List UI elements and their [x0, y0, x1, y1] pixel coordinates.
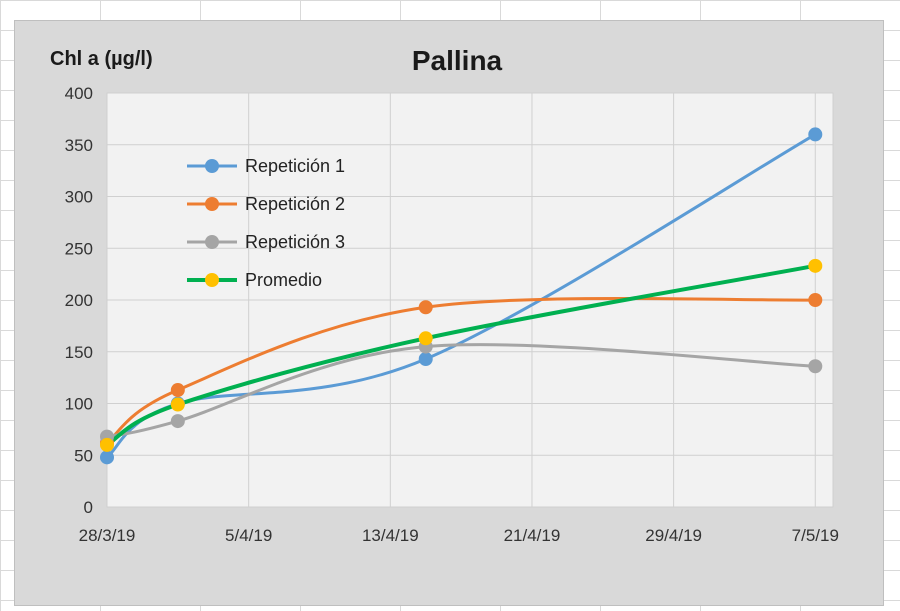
x-tick-label: 21/4/19 — [504, 526, 561, 545]
series-line-4 — [105, 263, 816, 447]
data-point-series-2[interactable] — [808, 293, 823, 307]
data-point-series-1[interactable] — [100, 450, 114, 465]
legend[interactable]: Repetición 1 Repetición 2 Repetición 3 Prom… — [187, 156, 345, 290]
legend-label-4: Promedio — [245, 270, 322, 290]
x-tick-label: 5/4/19 — [225, 526, 272, 545]
y-tick-label: 250 — [65, 239, 93, 258]
x-tick-label: 29/4/19 — [645, 526, 702, 545]
data-point-series-3[interactable] — [170, 414, 185, 429]
legend-marker-4 — [205, 273, 219, 287]
legend-marker-2 — [205, 197, 219, 211]
x-tick-label: 7/5/19 — [792, 526, 839, 545]
data-point-series-4[interactable] — [808, 258, 823, 273]
y-tick-label: 0 — [84, 498, 93, 517]
y-tick-label: 150 — [65, 343, 93, 362]
legend-label-2: Repetición 2 — [245, 194, 345, 214]
y-tick-label: 350 — [65, 136, 93, 155]
y-tick-label: 100 — [65, 395, 93, 414]
data-point-series-4[interactable] — [418, 331, 433, 346]
legend-label-1: Repetición 1 — [245, 156, 345, 176]
data-point-series-1[interactable] — [418, 351, 433, 366]
data-point-series-4[interactable] — [170, 397, 185, 412]
data-point-series-2[interactable] — [418, 300, 433, 315]
x-tick-label: 13/4/19 — [362, 526, 419, 545]
legend-label-3: Repetición 3 — [245, 232, 345, 252]
x-axis-ticks: 28/3/19 5/4/19 13/4/19 21/4/19 29/4/19 7/5/19 — [79, 526, 839, 545]
series-markers — [100, 127, 823, 465]
y-tick-label: 200 — [65, 291, 93, 310]
data-point-series-3[interactable] — [808, 359, 823, 374]
y-tick-label: 300 — [65, 188, 93, 207]
data-point-series-4[interactable] — [100, 437, 114, 452]
legend-marker-3 — [205, 235, 219, 249]
x-tick-label: 28/3/19 — [79, 526, 136, 545]
data-point-series-1[interactable] — [808, 127, 823, 142]
line-chart: 0 50 100 150 200 250 300 350 400 28/3/19 5/4/19 13… — [50, 45, 839, 545]
y-axis-label: Chl a (µg/l) — [50, 48, 153, 70]
series-lines — [105, 133, 817, 459]
y-tick-label: 400 — [65, 84, 93, 103]
chart-area[interactable]: 0 50 100 150 200 250 300 350 400 28/3/19 5/4/19 13… — [14, 20, 884, 606]
y-axis-ticks: 0 50 100 150 200 250 300 350 400 — [65, 84, 93, 517]
y-tick-label: 50 — [74, 446, 93, 465]
series-line-3 — [106, 343, 816, 439]
series-line-2 — [106, 296, 816, 445]
chart-title: Pallina — [412, 45, 503, 76]
data-point-series-2[interactable] — [170, 383, 185, 398]
legend-marker-1 — [205, 159, 219, 173]
